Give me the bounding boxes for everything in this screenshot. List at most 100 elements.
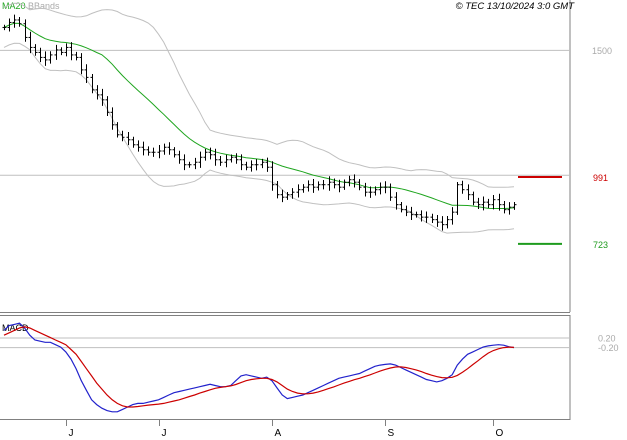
price-bar — [306, 180, 311, 192]
price-bar — [187, 161, 192, 168]
price-bar — [59, 47, 64, 56]
price-bar — [363, 182, 368, 197]
copyright-text: © TEC 13/10/2024 3:0 GMT — [456, 1, 576, 12]
macd-axis: 0.20-0.20 — [598, 334, 619, 354]
price-bar — [316, 181, 321, 191]
price-bar — [167, 142, 172, 155]
price-bar — [193, 157, 198, 170]
price-bar — [254, 159, 259, 171]
price-bar — [120, 130, 125, 142]
price-bar — [265, 157, 270, 172]
price-bar — [280, 189, 285, 203]
price-bar — [409, 206, 414, 220]
price-bar — [414, 211, 419, 218]
price-bar — [110, 107, 115, 130]
price-bars — [2, 14, 517, 231]
price-bar — [146, 146, 151, 156]
signal-series — [3, 326, 515, 408]
price-bar — [239, 154, 244, 171]
macd-tick-label: 0.20 — [598, 334, 616, 344]
price-bar — [131, 136, 136, 148]
legend-ma20: MA20 — [2, 1, 26, 11]
resistance-label: 991 — [593, 173, 608, 183]
price-bar — [244, 161, 249, 171]
price-bar — [84, 64, 89, 84]
price-bar — [471, 191, 476, 206]
price-bar — [311, 179, 316, 193]
price-bar — [90, 74, 95, 94]
price-bar — [198, 151, 203, 168]
price-tick-label: 1500 — [592, 46, 612, 56]
price-bar — [218, 156, 223, 166]
price-bar — [337, 179, 342, 193]
bollinger-bands — [3, 2, 515, 234]
macd-title: MACD — [2, 323, 29, 333]
time-tick-label: J — [162, 428, 167, 439]
price-bar — [507, 202, 512, 215]
price-bar — [203, 148, 208, 161]
price-bar — [270, 161, 275, 191]
ma20-line — [3, 22, 515, 209]
price-bar — [357, 179, 362, 191]
price-bar — [275, 181, 280, 199]
price-bar — [404, 205, 409, 217]
price-bar — [301, 184, 306, 193]
upper-band — [3, 2, 515, 188]
price-bar — [12, 14, 17, 28]
price-bar — [28, 31, 33, 54]
price-bar — [224, 154, 229, 168]
price-bar — [455, 182, 460, 215]
price-bar — [476, 197, 481, 210]
price-bar — [229, 154, 234, 163]
price-bar — [33, 44, 38, 56]
price-bar — [208, 147, 213, 160]
legend-bbands: BBands — [28, 1, 60, 11]
price-bar — [445, 215, 450, 229]
price-bar — [43, 51, 48, 66]
price-bar — [151, 147, 156, 157]
price-bar — [440, 216, 445, 231]
chart-frame — [0, 0, 571, 420]
price-bar — [249, 160, 254, 172]
price-bar — [95, 85, 100, 100]
time-tick-label: J — [69, 428, 74, 439]
price-bar — [105, 96, 110, 117]
price-bar — [162, 143, 167, 155]
price-bar — [126, 131, 131, 146]
price-bar — [332, 178, 337, 189]
price-bar — [347, 175, 352, 187]
support-label: 723 — [593, 240, 608, 250]
price-bar — [486, 198, 491, 209]
price-bar — [388, 183, 393, 201]
macd-tick-label: -0.20 — [598, 343, 619, 353]
price-bar — [481, 196, 486, 211]
price-bar — [136, 140, 141, 152]
price-bar — [419, 210, 424, 222]
price-bar — [502, 200, 507, 214]
price-bar — [100, 88, 105, 106]
price-bar — [378, 182, 383, 195]
price-bar — [141, 141, 146, 156]
price-bar — [512, 201, 517, 210]
price-bar — [234, 153, 239, 164]
price-bar — [7, 18, 12, 32]
price-bar — [54, 44, 59, 60]
time-tick-label: O — [496, 428, 504, 439]
price-bar — [424, 211, 429, 223]
price-bar — [79, 53, 84, 75]
price-bar — [327, 176, 332, 191]
price-bar — [430, 213, 435, 224]
macd-gridlines — [0, 337, 570, 349]
price-bar — [460, 180, 465, 194]
price-bar — [373, 186, 378, 196]
price-bar — [2, 24, 7, 31]
price-bar — [74, 51, 79, 61]
price-bar — [383, 181, 388, 194]
price-bar — [48, 51, 53, 64]
price-bar — [172, 147, 177, 158]
price-axis: 1500 — [592, 46, 612, 56]
price-bar — [17, 16, 22, 27]
price-bar — [177, 150, 182, 164]
